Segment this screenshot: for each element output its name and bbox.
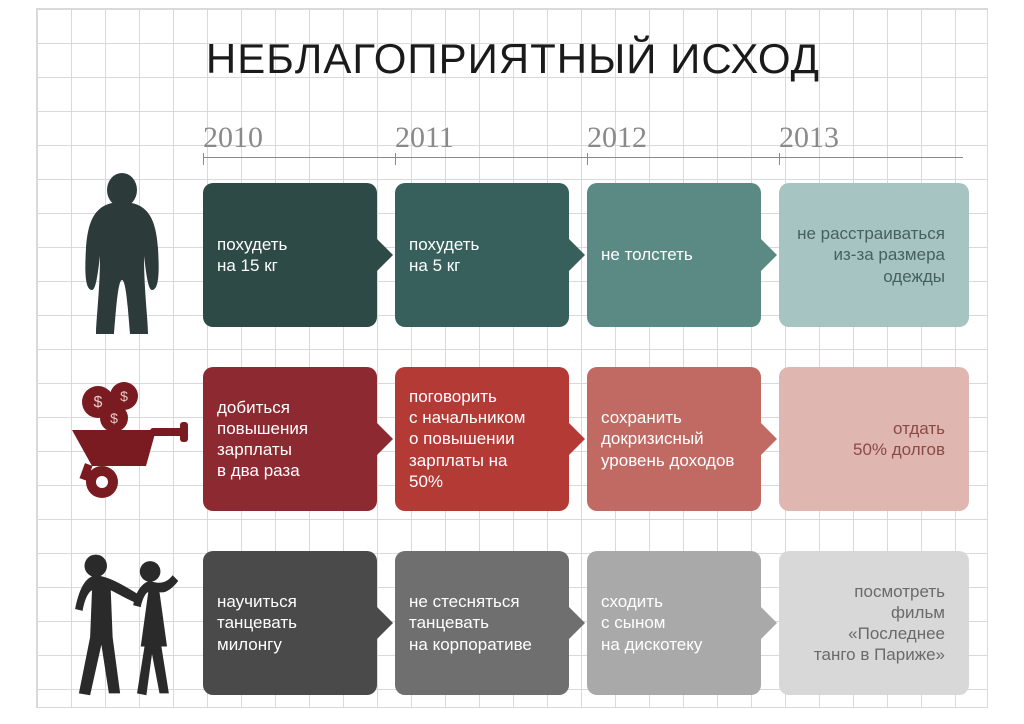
card-weight-2011: похудеть на 5 кг	[395, 183, 569, 327]
chevron-right-icon	[567, 237, 585, 273]
card-dance-2010: научиться танцевать милонгу	[203, 551, 377, 695]
year-label: 2013	[779, 121, 839, 155]
chevron-right-icon	[759, 421, 777, 457]
wheelbarrow-money-icon: $ $ $	[47, 353, 197, 525]
chevron-right-icon	[375, 421, 393, 457]
card-money-2010: добиться повышения зарплаты в два раза	[203, 367, 377, 511]
card-money-2011: поговорить с начальником о повышении зар…	[395, 367, 569, 511]
year-2010: 2010	[203, 111, 395, 157]
cards-dance: научиться танцевать милонгу не стеснятьс…	[203, 551, 983, 695]
card-weight-2013: не расстраиваться из-за размера одежды	[779, 183, 969, 327]
year-2013: 2013	[779, 111, 971, 157]
year-label: 2011	[395, 121, 454, 155]
row-money: $ $ $ добиться повышения зарплаты в два …	[37, 353, 989, 525]
card-weight-2012: не толстеть	[587, 183, 761, 327]
svg-text:$: $	[110, 410, 118, 426]
cards-money: добиться повышения зарплаты в два раза п…	[203, 367, 983, 511]
card-text: посмотреть фильм «Последнее танго в Пари…	[793, 581, 945, 666]
chevron-right-icon	[375, 605, 393, 641]
card-text: похудеть на 5 кг	[409, 234, 479, 277]
card-text: похудеть на 15 кг	[217, 234, 287, 277]
card-text: не стесняться танцевать на корпоративе	[409, 591, 532, 655]
year-tick	[203, 153, 204, 165]
card-money-2013: отдать 50% долгов	[779, 367, 969, 511]
card-dance-2013: посмотреть фильм «Последнее танго в Пари…	[779, 551, 969, 695]
card-money-2012: сохранить докризисный уровень доходов	[587, 367, 761, 511]
dancing-couple-icon	[47, 537, 197, 709]
infographic-canvas: НЕБЛАГОПРИЯТНЫЙ ИСХОД 2010 2011 2012 201…	[36, 8, 988, 708]
silhouette-person-icon	[47, 169, 197, 341]
year-label: 2010	[203, 121, 263, 155]
rows-container: похудеть на 15 кг похудеть на 5 кг не то…	[37, 169, 989, 721]
cards-weight: похудеть на 15 кг похудеть на 5 кг не то…	[203, 183, 983, 327]
card-text: поговорить с начальником о повышении зар…	[409, 386, 545, 492]
card-text: не расстраиваться из-за размера одежды	[797, 223, 945, 287]
card-text: сохранить докризисный уровень доходов	[601, 407, 734, 471]
year-axis-line	[203, 157, 963, 158]
chevron-right-icon	[567, 421, 585, 457]
card-text: добиться повышения зарплаты в два раза	[217, 397, 308, 482]
year-tick	[395, 153, 396, 165]
svg-text:$: $	[94, 394, 103, 411]
year-2011: 2011	[395, 111, 587, 157]
chevron-right-icon	[759, 237, 777, 273]
year-label: 2012	[587, 121, 647, 155]
card-dance-2012: сходить с сыном на дискотеку	[587, 551, 761, 695]
card-text: отдать 50% долгов	[853, 418, 945, 461]
page-title: НЕБЛАГОПРИЯТНЫЙ ИСХОД	[37, 35, 989, 83]
row-weight: похудеть на 15 кг похудеть на 5 кг не то…	[37, 169, 989, 341]
card-text: не толстеть	[601, 244, 693, 265]
card-weight-2010: похудеть на 15 кг	[203, 183, 377, 327]
chevron-right-icon	[567, 605, 585, 641]
year-tick	[587, 153, 588, 165]
card-dance-2011: не стесняться танцевать на корпоративе	[395, 551, 569, 695]
year-axis: 2010 2011 2012 2013	[203, 111, 973, 157]
card-text: сходить с сыном на дискотеку	[601, 591, 702, 655]
card-text: научиться танцевать милонгу	[217, 591, 297, 655]
year-2012: 2012	[587, 111, 779, 157]
chevron-right-icon	[759, 605, 777, 641]
year-tick	[779, 153, 780, 165]
row-dance: научиться танцевать милонгу не стеснятьс…	[37, 537, 989, 709]
svg-text:$: $	[120, 388, 128, 404]
chevron-right-icon	[375, 237, 393, 273]
